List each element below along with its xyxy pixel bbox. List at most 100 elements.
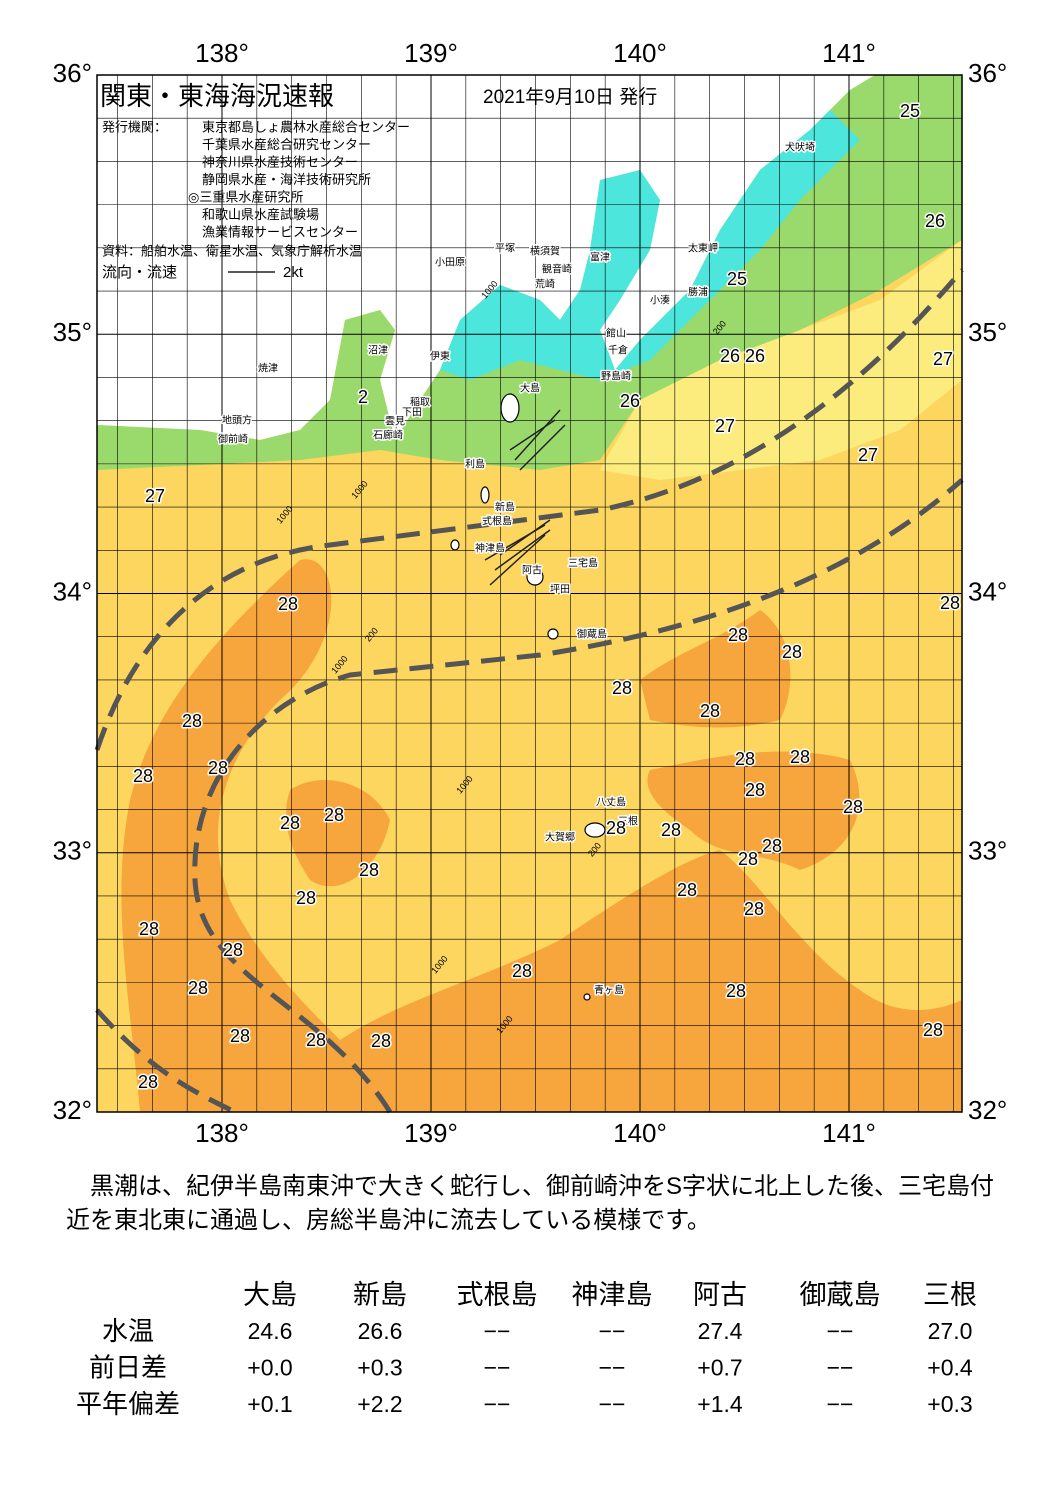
cell: +0.7 [697,1355,742,1381]
sst-label: 28 [735,749,755,769]
place-name: 太東岬 [688,242,718,255]
place-name: 大賀郷 [545,831,575,844]
current-arrows [228,271,566,586]
cell: −− [484,1391,511,1417]
lon-label: 140° [613,38,667,68]
column-header: 式根島 [457,1280,538,1310]
sst-label: 27 [715,416,735,436]
sst-label: 27 [858,445,878,465]
place-name: 御蔵島 [577,628,607,641]
lon-label: 141° [822,1118,876,1148]
sst-label: 28 [782,642,802,662]
lon-label: 139° [404,1118,458,1148]
cell: 26.6 [358,1318,403,1344]
cell: +0.4 [927,1355,973,1381]
column-header: 神津島 [572,1280,653,1310]
cell: −− [827,1318,854,1344]
place-name: 観音崎 [542,263,572,276]
row-label: 水温 [102,1316,154,1346]
place-name: 館山 [606,327,626,340]
place-name: 沼津 [368,344,388,357]
sst-label: 27 [145,486,165,506]
lon-label: 138° [195,38,249,68]
place-name: 勝浦 [688,286,708,299]
lat-label: 34° [968,576,1007,606]
lat-label: 32° [968,1095,1007,1125]
sst-label: 28 [306,1030,326,1050]
column-header: 三根 [923,1280,977,1310]
issuer: ◎三重県水産研究所 [188,189,303,204]
column-header: 大島 [243,1280,297,1310]
sst-label: 28 [661,820,681,840]
cell: −− [484,1355,511,1381]
column-header: 新島 [353,1280,407,1310]
legend-label: 流向・流速 [102,264,177,281]
lon-label: 140° [613,1118,667,1148]
sst-label: 28 [139,919,159,939]
place-name: 新島 [495,501,515,514]
grid [97,75,962,1112]
cell: +2.2 [357,1391,402,1417]
sst-label: 28 [738,849,758,869]
lon-label: 139° [404,38,458,68]
islands [450,393,606,1001]
sst-label: 26 [925,211,945,231]
lon-label: 141° [822,38,876,68]
place-name: 御前崎 [218,433,248,446]
cell: +0.3 [357,1355,402,1381]
sst-label: 28 [230,1026,250,1046]
issuer: 東京都島しょ農林水産総合センター [202,119,410,134]
cell: +0.1 [247,1391,292,1417]
sst-label: 28 [612,678,632,698]
sst-label: 28 [728,625,748,645]
lat-label: 33° [968,836,1007,866]
lon-label: 138° [195,1118,249,1148]
issuer: 漁業情報サービスセンター [202,224,358,239]
row-label: 前日差 [89,1352,167,1382]
place-name: 犬吠埼 [785,141,815,154]
place-name: 八丈島 [596,796,626,809]
place-name: 青ヶ島 [594,984,624,997]
issuer: 神奈川県水産技術センター [202,154,358,169]
lat-label: 33° [53,836,92,866]
place-name: 地頭方 [222,414,252,427]
sst-label: 26 [620,391,640,411]
place-name: 小湊 [650,294,670,307]
sst-label: 28 [223,940,243,960]
lat-label: 36° [53,58,92,88]
lat-label: 36° [968,58,1007,88]
date: 2021年9月10日 発行 [483,86,657,108]
issuer: 千葉県水産総合研究センター [202,137,371,152]
sst-label: 28 [324,805,344,825]
sst-label: 28 [744,899,764,919]
place-name: 横須賀 [530,245,560,258]
place-name: 雲見 [385,416,405,428]
sst-label: 26 [745,346,765,366]
issuer-label: 発行機関： [102,119,167,134]
place-name: 式根島 [482,515,512,528]
column-header: 阿古 [693,1280,747,1310]
sst-label: 28 [726,981,746,1001]
place-name: 下田 [402,408,422,419]
place-name: 稲取 [410,397,430,409]
sst-label: 26 [720,346,740,366]
place-name: 大島 [520,382,540,395]
place-name: 伊東 [430,350,450,363]
cell: −− [599,1355,626,1381]
sst-label: 28 [359,860,379,880]
place-name: 神津島 [475,542,505,555]
sst-label: 25 [900,101,920,121]
place-name: 富津 [590,251,610,264]
cell: +0.3 [927,1391,972,1417]
sst-label: 27 [933,349,953,369]
sst-label: 28 [677,880,697,900]
sst-label: 28 [512,961,532,981]
place-name: 荒崎 [535,278,555,291]
place-name: 三根 [618,815,638,828]
legend-speed: 2kt [283,264,304,281]
map: 関東・東海海況速報 2021年9月10日 発行 発行機関： 資料：船舶水温、衛星… [53,38,1008,1148]
place-name: 小田原 [435,257,465,269]
sst-label: 2 [358,387,368,407]
cell: −− [827,1391,854,1417]
